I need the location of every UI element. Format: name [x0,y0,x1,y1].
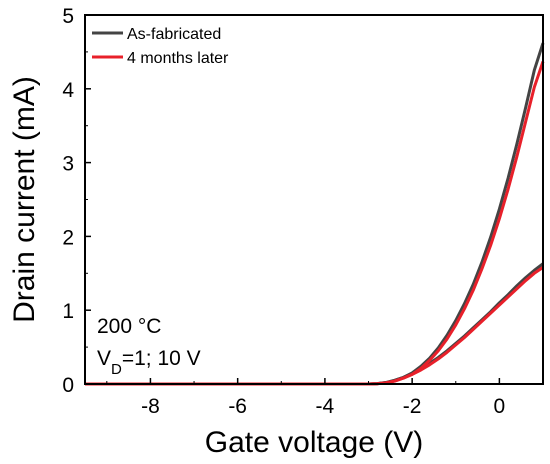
annotation-vd-subscript: D [111,361,122,378]
x-tick-label: 0 [494,395,506,418]
axis-ticks: -8 -6 -4 -2 0 0 1 2 3 4 5 [62,5,544,418]
series-2-curve-2 [85,266,544,386]
legend-label: As-fabricated [127,26,221,43]
annotation-vd-prefix: V [97,347,111,370]
x-tick-label: -6 [228,395,247,418]
x-tick-label: -2 [403,395,422,418]
y-axis-label: Drain current (mA) [8,76,41,323]
y-tick-label: 4 [62,79,74,102]
legend: As-fabricated 4 months later [92,26,229,67]
x-tick-label: -4 [316,395,335,418]
y-tick-label: 3 [62,153,74,176]
y-tick-label: 0 [62,374,74,397]
y-tick-label: 5 [62,5,74,28]
data-curves [85,42,545,386]
annotation-vd-suffix: =1; 10 V [122,347,201,370]
y-tick-label: 1 [62,300,74,323]
drain-voltage-annotation: VD=1; 10 V [97,347,201,378]
legend-label: 4 months later [127,50,229,67]
temperature-annotation: 200 °C [97,315,161,338]
x-tick-label: -8 [141,395,160,418]
x-axis-label: Gate voltage (V) [205,426,423,459]
y-tick-label: 2 [62,226,74,249]
